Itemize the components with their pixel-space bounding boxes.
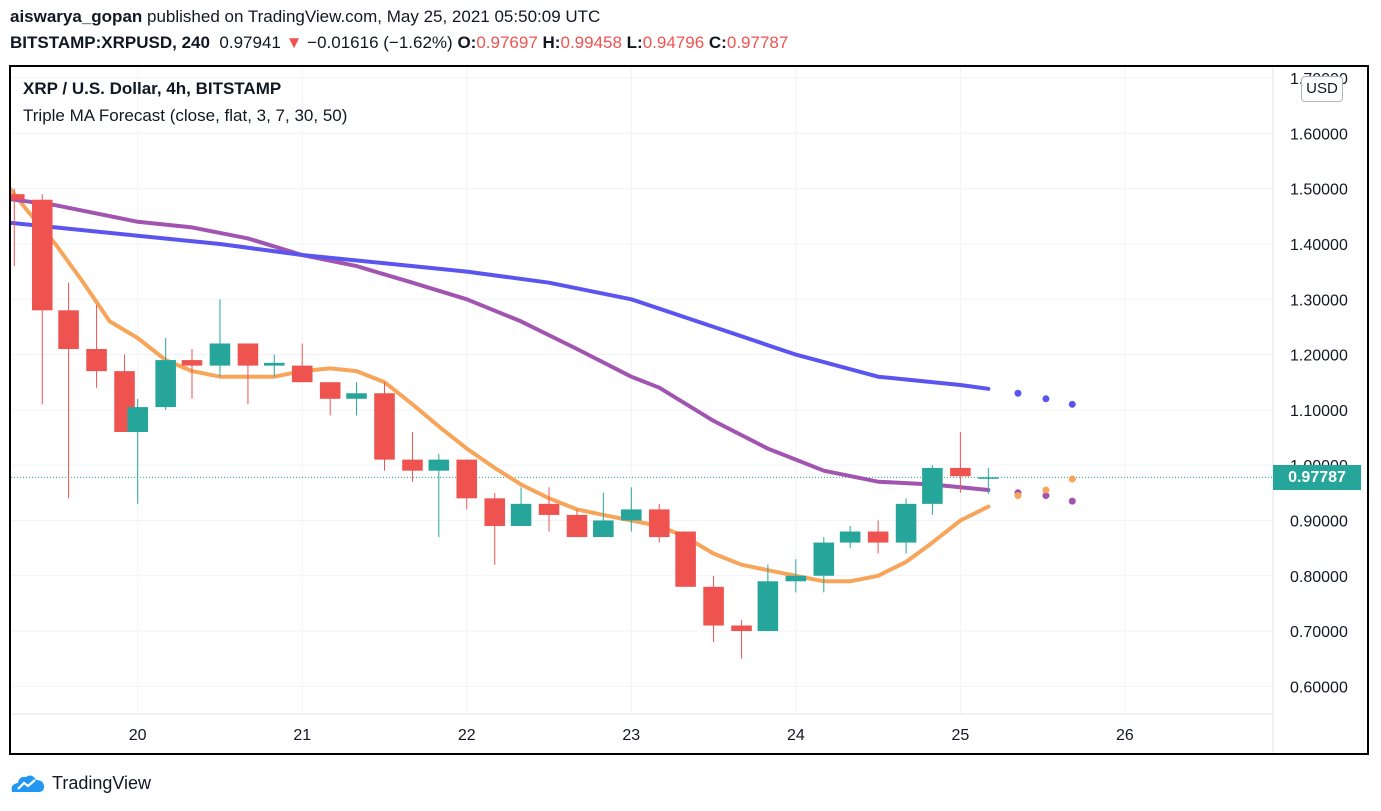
ma_fast-line bbox=[11, 186, 991, 584]
candle-body bbox=[566, 514, 588, 538]
author-name[interactable]: aiswarya_gopan bbox=[10, 7, 143, 26]
symbol-label: BITSTAMP:XRPUSD, 240 bbox=[10, 33, 210, 52]
candle-body bbox=[648, 509, 670, 538]
y-tick-label: 0.80000 bbox=[1290, 569, 1348, 586]
close-label: C: bbox=[708, 33, 727, 52]
high-label: H: bbox=[542, 33, 561, 52]
candle-body bbox=[428, 459, 450, 471]
open-value: 0.97697 bbox=[476, 33, 538, 52]
candle-body bbox=[621, 509, 642, 521]
y-tick-label: 0.90000 bbox=[1290, 513, 1348, 530]
candle-body bbox=[675, 531, 696, 587]
last-price: 0.97941 bbox=[219, 33, 281, 52]
candle-body bbox=[374, 393, 395, 460]
y-tick-label: 1.10000 bbox=[1290, 403, 1348, 420]
y-tick-label: 1.20000 bbox=[1290, 348, 1348, 365]
y-tick-label: 1.50000 bbox=[1290, 182, 1348, 199]
candle-body bbox=[346, 393, 367, 399]
publish-line: aiswarya_gopan published on TradingView.… bbox=[10, 7, 600, 27]
ma_slow-forecast-dot bbox=[1068, 400, 1076, 408]
indicator-legend[interactable]: Triple MA Forecast (close, flat, 3, 7, 3… bbox=[23, 106, 348, 125]
candle-body bbox=[402, 459, 423, 471]
ma_fast-forecast-dot bbox=[1068, 475, 1076, 483]
candle-body bbox=[510, 503, 532, 526]
x-tick-label: 22 bbox=[458, 727, 476, 744]
candle-body bbox=[237, 343, 259, 366]
candle-body bbox=[209, 343, 231, 366]
candle-body bbox=[593, 520, 614, 538]
down-arrow-icon: ▼ bbox=[285, 33, 303, 52]
ma_slow-forecast-dot bbox=[1014, 389, 1022, 397]
x-tick-label: 26 bbox=[1116, 727, 1134, 744]
candle-body bbox=[895, 503, 917, 543]
y-tick-label: 0.60000 bbox=[1290, 679, 1348, 696]
ohlc-line: BITSTAMP:XRPUSD, 240 0.97941 ▼ −0.01616 … bbox=[10, 33, 788, 53]
candle-body bbox=[319, 382, 341, 399]
candle-body bbox=[731, 625, 752, 632]
currency-badge[interactable]: USD bbox=[1301, 76, 1343, 102]
candle-body bbox=[703, 586, 724, 626]
candle-body bbox=[58, 310, 79, 350]
candle-body bbox=[813, 542, 835, 576]
chart-frame bbox=[9, 65, 1369, 755]
ma_fast-forecast-dot bbox=[1042, 486, 1050, 494]
x-tick-label: 21 bbox=[293, 727, 311, 744]
last-price-tag: 0.97787 bbox=[1273, 465, 1361, 490]
x-tick-label: 20 bbox=[129, 727, 147, 744]
candle-body bbox=[155, 360, 176, 408]
candle-body bbox=[922, 467, 943, 504]
candle-body bbox=[11, 194, 25, 200]
brand-name: TradingView bbox=[52, 772, 152, 793]
ma_mid-line bbox=[11, 197, 991, 492]
candle-body bbox=[785, 575, 807, 582]
candle-body bbox=[839, 531, 861, 543]
candle-body bbox=[86, 349, 107, 372]
candle-body bbox=[31, 199, 53, 311]
x-tick-label: 25 bbox=[951, 727, 969, 744]
y-tick-label: 1.60000 bbox=[1290, 126, 1348, 143]
ma_mid-forecast-dot bbox=[1042, 492, 1050, 500]
tradingview-logo-icon bbox=[11, 775, 45, 792]
x-tick-label: 24 bbox=[787, 727, 805, 744]
candle-body bbox=[484, 498, 506, 526]
candle-body bbox=[181, 360, 203, 366]
plot-layer bbox=[11, 186, 1076, 659]
y-tick-label: 1.30000 bbox=[1290, 292, 1348, 309]
publish-text: published on TradingView.com, May 25, 20… bbox=[147, 7, 601, 26]
candle-body bbox=[127, 407, 148, 432]
change-value: −0.01616 (−1.62%) bbox=[307, 33, 453, 52]
ma_fast-forecast-dot bbox=[1014, 492, 1022, 500]
close-value: 0.97787 bbox=[726, 33, 789, 52]
high-value: 0.99458 bbox=[560, 33, 622, 52]
candle-body bbox=[538, 503, 560, 515]
ma_mid-forecast-dot bbox=[1068, 497, 1076, 505]
low-value: 0.94796 bbox=[642, 33, 705, 52]
ma_slow-line bbox=[11, 220, 991, 391]
y-tick-label: 0.70000 bbox=[1290, 624, 1348, 641]
chart-legend-title: XRP / U.S. Dollar, 4h, BITSTAMP bbox=[23, 79, 282, 98]
candle-body bbox=[950, 467, 971, 477]
candle-body bbox=[978, 477, 999, 479]
open-label: O: bbox=[457, 33, 477, 52]
tradingview-brand[interactable]: TradingView bbox=[10, 772, 151, 794]
low-label: L: bbox=[626, 33, 643, 52]
candle-body bbox=[291, 365, 313, 383]
x-tick-label: 23 bbox=[622, 727, 640, 744]
candle-body bbox=[867, 531, 889, 543]
candle-body bbox=[456, 459, 478, 499]
candle-body bbox=[757, 581, 779, 632]
y-tick-label: 1.40000 bbox=[1290, 237, 1348, 254]
candle-body bbox=[263, 362, 285, 366]
ma_slow-forecast-dot bbox=[1042, 395, 1050, 403]
